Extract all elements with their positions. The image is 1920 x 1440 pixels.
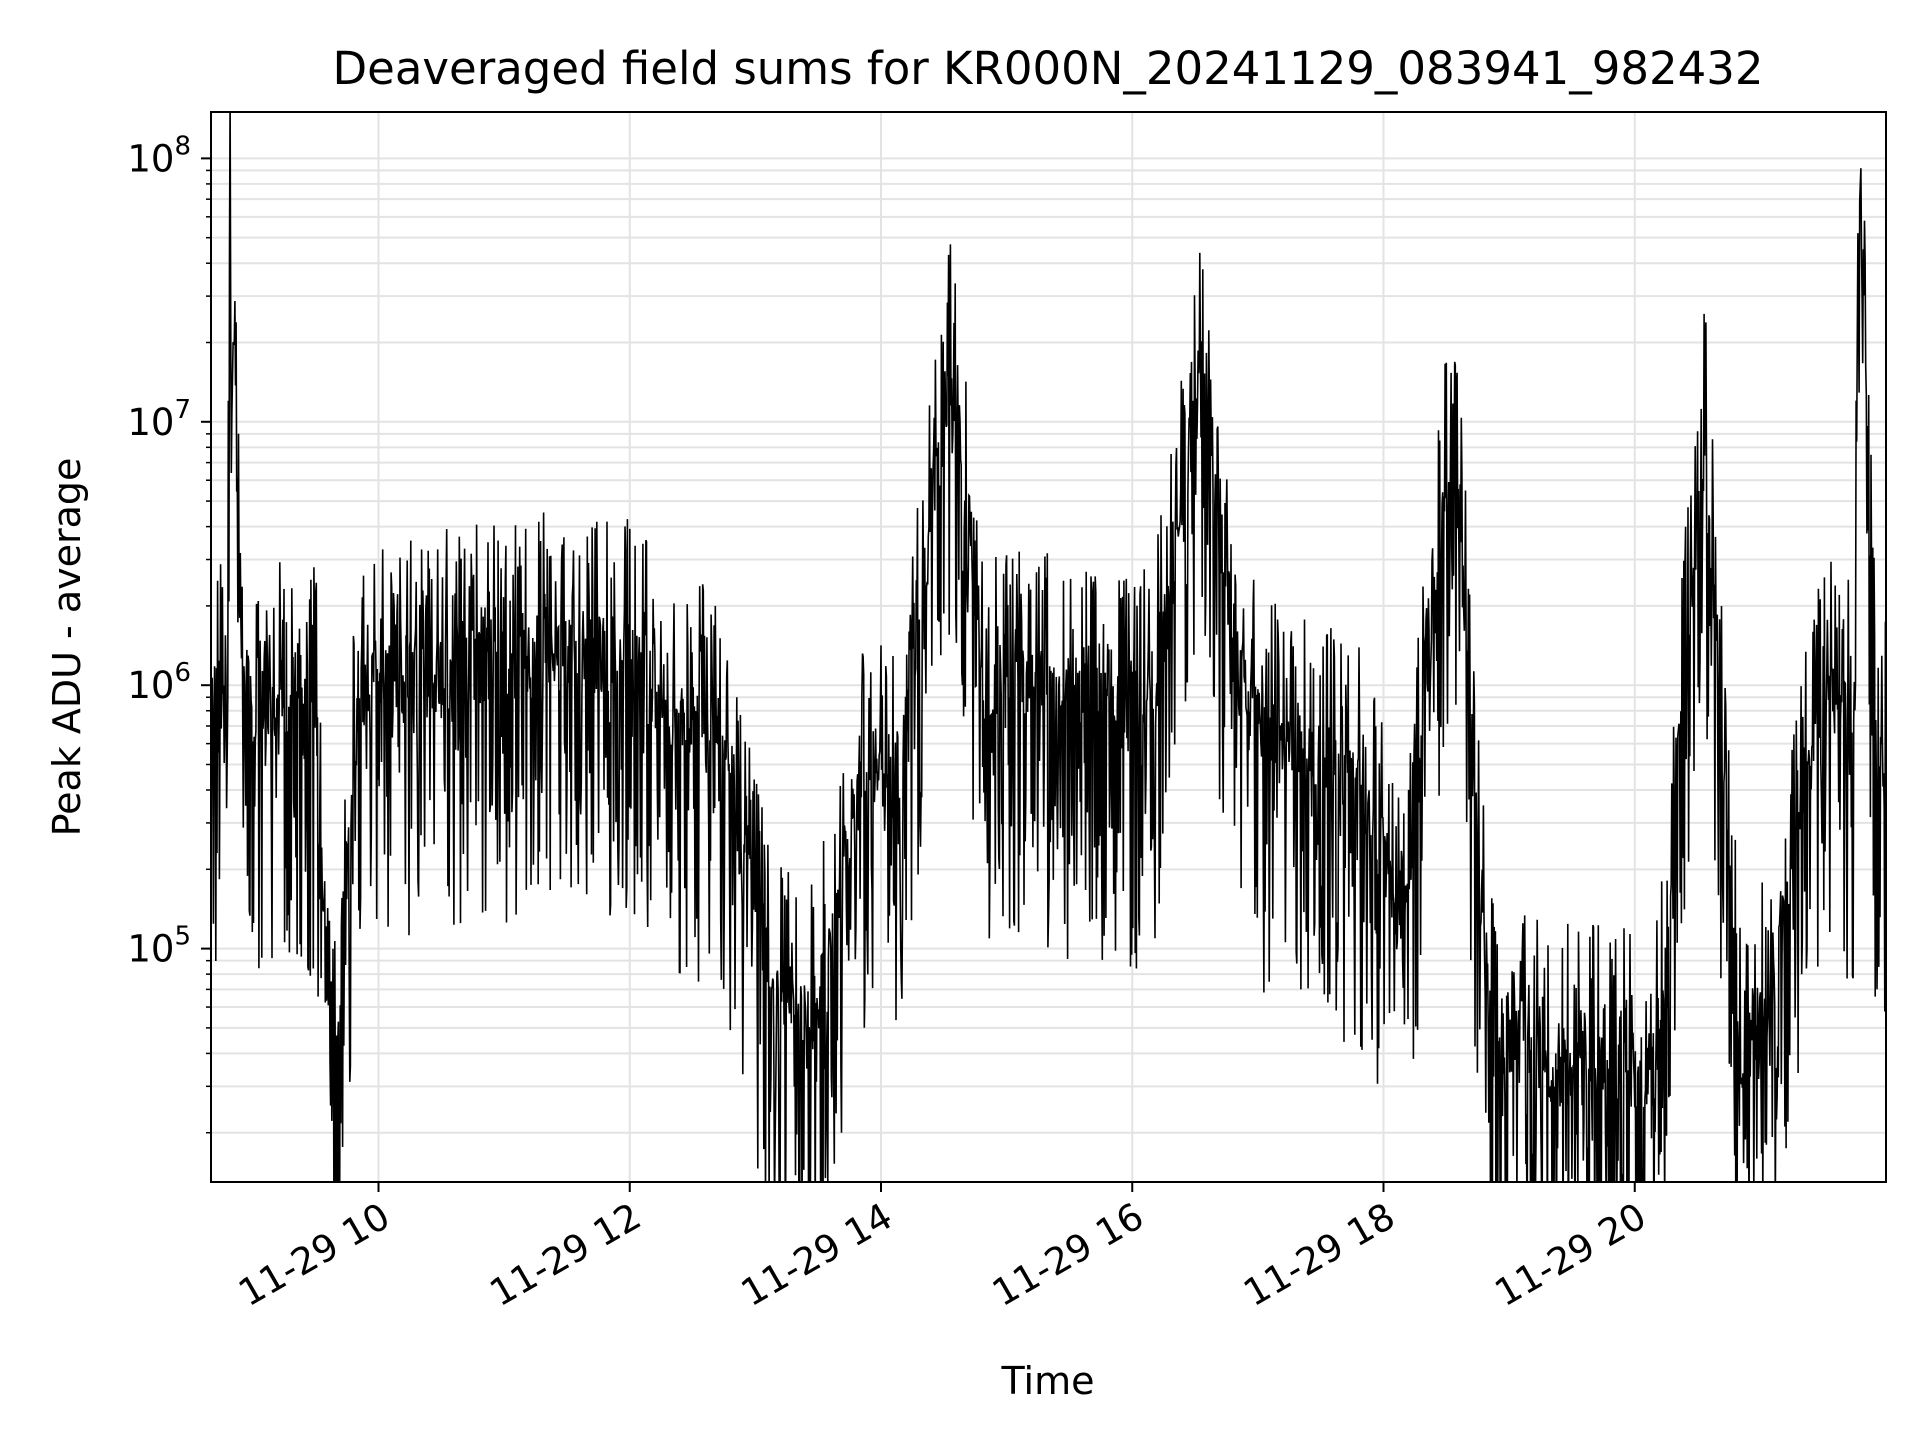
series-layer bbox=[211, 112, 1886, 1182]
x-axis-label: Time bbox=[1001, 1359, 1095, 1403]
y-tick-label: 106 bbox=[127, 658, 191, 707]
y-tick-label: 105 bbox=[127, 922, 191, 971]
y-tick-label: 107 bbox=[127, 395, 191, 444]
y-axis: 105 106 107 108 bbox=[127, 131, 211, 1134]
y-tick-label: 108 bbox=[127, 131, 191, 180]
series-line bbox=[211, 112, 1886, 1182]
chart-title: Deaveraged field sums for KR000N_2024112… bbox=[333, 42, 1764, 95]
plot-frame bbox=[210, 111, 1887, 1183]
y-axis-label: Peak ADU - average bbox=[45, 458, 89, 837]
